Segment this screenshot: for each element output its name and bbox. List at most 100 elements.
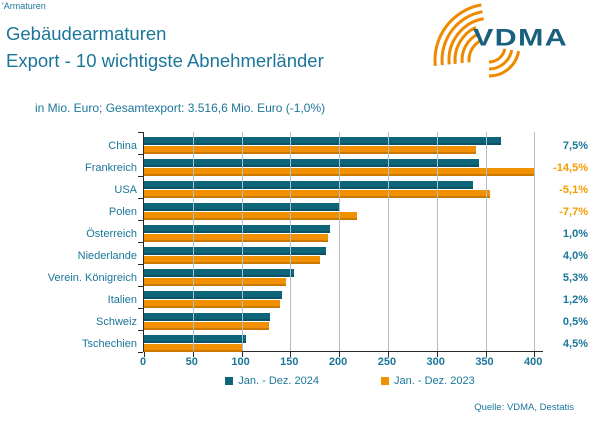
page-title: Gebäudearmaturen Export - 10 wichtigste … <box>6 21 324 74</box>
bar-2023-4 <box>144 234 329 242</box>
category-label: China <box>108 140 137 152</box>
logo-arc <box>460 32 480 64</box>
chart-subtitle: in Mio. Euro; Gesamtexport: 3.516,6 Mio.… <box>35 101 326 115</box>
legend-swatch-2024 <box>225 377 234 385</box>
bar-2023-2 <box>144 190 491 198</box>
change-label: 4,0% <box>562 250 588 262</box>
x-axis-tick-150 <box>290 352 292 357</box>
vdma-logo: VDMA <box>433 3 568 78</box>
category-label: Schweiz <box>96 316 137 328</box>
x-axis-tick-50 <box>192 352 194 357</box>
legend-swatch-2023 <box>381 377 389 385</box>
category-label: Tschechien <box>81 338 137 350</box>
x-axis-label-100: 100 <box>231 356 250 368</box>
y-axis-tick <box>138 198 143 199</box>
gridline-300 <box>436 132 438 351</box>
x-axis-label-300: 300 <box>426 356 445 368</box>
x-axis-label-150: 150 <box>280 356 299 368</box>
gridline-250 <box>387 132 389 351</box>
bar-2024-9 <box>144 335 246 343</box>
bar-2024-8 <box>144 313 270 321</box>
x-axis-tick-400 <box>534 352 536 357</box>
bar-2024-6 <box>144 269 295 277</box>
y-axis-tick <box>138 220 143 221</box>
change-label: 1,0% <box>562 228 588 240</box>
logo-arcs-upper <box>433 3 484 67</box>
category-label: Italien <box>107 294 137 306</box>
y-axis-tick <box>138 330 143 331</box>
x-axis-tick-0 <box>144 352 145 357</box>
change-label: 1,2% <box>562 294 588 306</box>
logo-arc <box>488 49 514 71</box>
gridline-100 <box>241 132 243 351</box>
plot-area <box>138 132 543 357</box>
x-axis-label-400: 400 <box>524 356 543 368</box>
corner-tag: 'Armaturen <box>2 1 46 11</box>
bar-2024-2 <box>144 181 473 189</box>
legend-label-2023: Jan. - Dez. 2023 <box>394 375 475 387</box>
bar-2023-6 <box>144 278 287 286</box>
change-label: -5,1% <box>559 184 588 196</box>
bar-2023-5 <box>144 256 320 264</box>
bar-2023-8 <box>144 322 269 330</box>
bar-2024-4 <box>144 225 331 233</box>
logo-arcs-lower <box>488 48 521 78</box>
change-label-column: 7,5% -14,5% -5,1% -7,7% 1,0% 4,0% 5,3% 1,2% 0,5%… <box>543 132 588 352</box>
logo-arc <box>488 50 521 78</box>
page-title-line2: Export - 10 wichtigste Abnehmerländer <box>6 49 324 71</box>
x-axis-tick-250 <box>387 352 389 357</box>
category-label: Österreich <box>86 228 137 240</box>
logo-arc <box>447 17 484 65</box>
x-axis-tick-100 <box>241 352 243 357</box>
x-axis-label-200: 200 <box>328 356 348 368</box>
bar-2023-3 <box>144 212 357 220</box>
bar-2024-1 <box>144 159 479 167</box>
bar-2024-7 <box>144 291 282 299</box>
x-axis-label-0: 0 <box>139 356 147 368</box>
category-label: Verein. Königreich <box>47 272 137 284</box>
logo-wordmark: VDMA <box>473 25 568 52</box>
logo-arc <box>467 38 483 63</box>
logo-arc <box>440 10 483 66</box>
logo-arc <box>433 3 482 67</box>
change-label: -14,5% <box>553 162 588 174</box>
value-axis-labels: 0 50 100 150 200 250 300 350 400 <box>0 356 600 370</box>
y-axis-tick <box>138 176 143 177</box>
y-axis-tick <box>138 132 143 133</box>
gridline-400 <box>534 132 536 351</box>
bar-2023-7 <box>144 300 280 308</box>
change-label: 4,5% <box>562 338 588 350</box>
category-label: Polen <box>108 206 137 218</box>
bar-2023-0 <box>144 146 476 154</box>
category-axis-labels: China Frankreich USA Polen Österreich Niederl… <box>0 132 137 352</box>
source-note: Quelle: VDMA, Destatis <box>474 402 574 413</box>
y-axis-tick <box>138 264 143 265</box>
legend-label-2024: Jan. - Dez. 2024 <box>238 375 319 387</box>
bar-2024-5 <box>144 247 327 255</box>
logo-arc <box>453 26 477 64</box>
x-axis-label-250: 250 <box>377 356 397 368</box>
change-label: -7,7% <box>559 206 588 218</box>
y-axis-tick <box>138 242 143 243</box>
gridline-200 <box>339 132 341 351</box>
gridline-50 <box>192 132 194 351</box>
y-axis-tick <box>138 308 143 309</box>
bar-2024-0 <box>144 137 502 145</box>
category-label: Niederlande <box>77 250 137 262</box>
y-axis-tick <box>138 154 143 155</box>
legend: Jan. - Dez. 2024 Jan. - Dez. 2023 <box>150 375 550 387</box>
category-label: USA <box>114 184 137 196</box>
x-axis-tick-300 <box>436 352 438 357</box>
y-axis-tick <box>138 286 143 287</box>
logo-arc <box>488 48 507 64</box>
change-label: 5,3% <box>562 272 588 284</box>
x-axis-label-350: 350 <box>475 356 494 368</box>
page-title-line1: Gebäudearmaturen <box>6 23 167 44</box>
category-label: Frankreich <box>85 162 137 174</box>
y-axis-tick <box>138 352 143 353</box>
gridline-350 <box>485 132 487 351</box>
legend-item-2024: Jan. - Dez. 2024 <box>225 375 319 387</box>
x-axis-tick-200 <box>339 352 341 357</box>
x-axis-label-50: 50 <box>185 356 198 368</box>
